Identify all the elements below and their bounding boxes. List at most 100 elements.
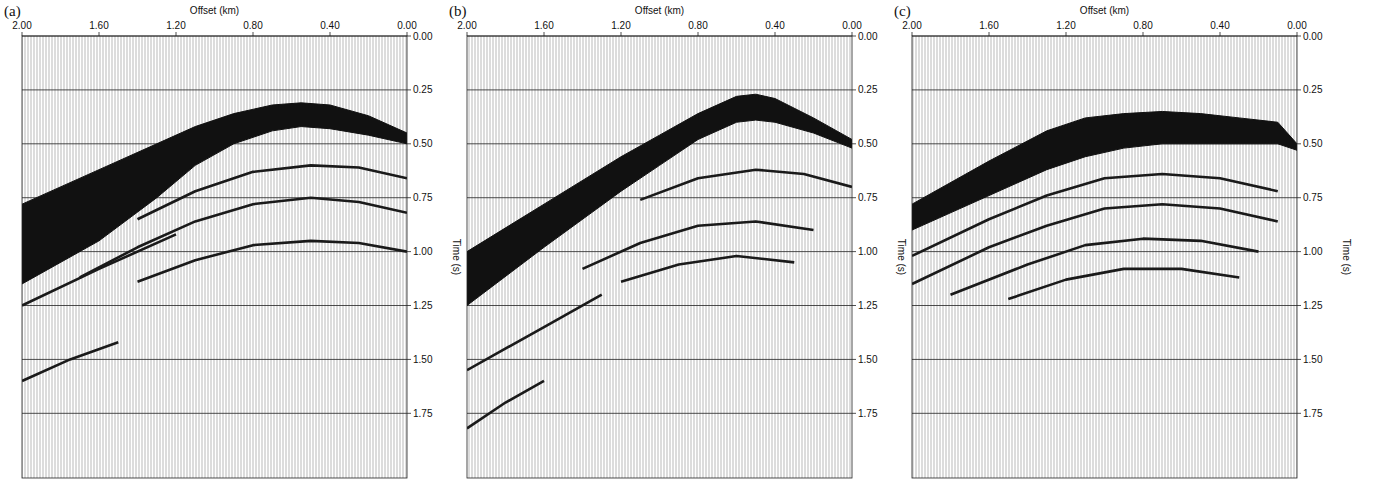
- grid-line: [467, 305, 852, 306]
- tick-label: 1.60: [979, 20, 999, 31]
- tick: [852, 305, 856, 306]
- tick-label: 0.80: [243, 20, 263, 31]
- reflection-event: [640, 170, 852, 200]
- data-group: [912, 111, 1297, 299]
- panel-letter: (b): [449, 3, 467, 20]
- axis-title: Time (s): [451, 239, 462, 275]
- frame: [912, 36, 1297, 478]
- tick: [467, 32, 468, 36]
- grid-line: [467, 89, 852, 90]
- tick-label: 0.50: [1303, 138, 1323, 149]
- tick-label: 1.60: [89, 20, 109, 31]
- tick: [1220, 32, 1221, 36]
- reflection-event: [951, 239, 1259, 295]
- tick: [407, 32, 408, 36]
- reflection-event: [138, 241, 408, 282]
- tick-label: 0.80: [688, 20, 708, 31]
- tick-label: 0.25: [1303, 84, 1323, 95]
- reflection-event: [22, 234, 176, 305]
- axis-title: Time (s): [896, 239, 907, 275]
- tick-label: 0.40: [765, 20, 785, 31]
- reflection-event: [467, 295, 602, 370]
- tick: [407, 36, 411, 37]
- tick-label: 0.75: [413, 192, 433, 203]
- tick-label: 0.40: [1210, 20, 1230, 31]
- tick-label: 1.50: [1303, 354, 1323, 365]
- tick: [407, 413, 411, 414]
- tick-label: 0.50: [858, 138, 878, 149]
- tick-label: 1.50: [858, 354, 878, 365]
- tick-label: 1.25: [1303, 300, 1323, 311]
- tick: [1297, 305, 1301, 306]
- tick: [852, 89, 856, 90]
- frame: [467, 36, 852, 478]
- reflection-event: [22, 342, 118, 381]
- tick-label: 0.40: [320, 20, 340, 31]
- reflection-event: [80, 198, 407, 278]
- tick-label: 0.75: [1303, 192, 1323, 203]
- axis-title: Offset (km): [635, 5, 684, 16]
- tick-label: 1.00: [1303, 246, 1323, 257]
- data-group: [467, 94, 852, 428]
- tick-label: 0.25: [413, 84, 433, 95]
- frame: [22, 36, 407, 478]
- tick-label: 0.00: [1303, 31, 1323, 42]
- tick: [775, 32, 776, 36]
- first-arrival-band: [467, 94, 852, 305]
- grid-line: [912, 89, 1297, 90]
- tick-label: 0.00: [842, 20, 862, 31]
- tick-label: 0.80: [1133, 20, 1153, 31]
- tick: [99, 32, 100, 36]
- tick: [1297, 197, 1301, 198]
- tick: [330, 32, 331, 36]
- grid-line: [912, 413, 1297, 414]
- tick-label: 1.50: [413, 354, 433, 365]
- grid-line: [22, 305, 407, 306]
- reflection-event: [138, 165, 408, 219]
- tick-label: 1.25: [413, 300, 433, 311]
- grid-line: [912, 305, 1297, 306]
- first-arrival-band: [22, 103, 407, 284]
- tick: [1297, 251, 1301, 252]
- tick-label: 1.75: [858, 408, 878, 419]
- tick-label: 1.00: [413, 246, 433, 257]
- tick: [1066, 32, 1067, 36]
- tick-label: 0.00: [858, 31, 878, 42]
- grid-line: [22, 413, 407, 414]
- reflection-event: [1008, 269, 1239, 299]
- tick: [1297, 89, 1301, 90]
- axis-title: Time (s): [1341, 239, 1352, 275]
- tick: [407, 359, 411, 360]
- tick-label: 2.00: [457, 20, 477, 31]
- tick-label: 1.25: [858, 300, 878, 311]
- tick: [1297, 359, 1301, 360]
- grid-line: [912, 251, 1297, 252]
- tick: [176, 32, 177, 36]
- tick: [621, 32, 622, 36]
- tick-label: 0.00: [1287, 20, 1307, 31]
- tick: [1297, 36, 1301, 37]
- tick-label: 0.25: [858, 84, 878, 95]
- grid-line: [912, 359, 1297, 360]
- axis-title: Offset (km): [1080, 5, 1129, 16]
- tick: [989, 32, 990, 36]
- tick: [852, 413, 856, 414]
- tick: [852, 36, 856, 37]
- grid-line: [467, 413, 852, 414]
- tick: [1143, 32, 1144, 36]
- grid-line: [22, 89, 407, 90]
- tick: [407, 251, 411, 252]
- tick: [852, 143, 856, 144]
- tick: [912, 32, 913, 36]
- panel-letter: (a): [4, 3, 21, 20]
- tick: [253, 32, 254, 36]
- tick-label: 1.20: [1056, 20, 1076, 31]
- tick: [22, 32, 23, 36]
- panel: 0.000.250.500.751.001.251.501.752.001.60…: [449, 3, 907, 478]
- trace-background: [467, 36, 852, 478]
- axis-title: Offset (km): [190, 5, 239, 16]
- tick: [1297, 143, 1301, 144]
- tick: [852, 359, 856, 360]
- tick-label: 0.75: [858, 192, 878, 203]
- figure: 0.00 0.25 0.50 0.75 1.00 1.25 1.50 1.75 2.00 1.60…: [0, 0, 1373, 483]
